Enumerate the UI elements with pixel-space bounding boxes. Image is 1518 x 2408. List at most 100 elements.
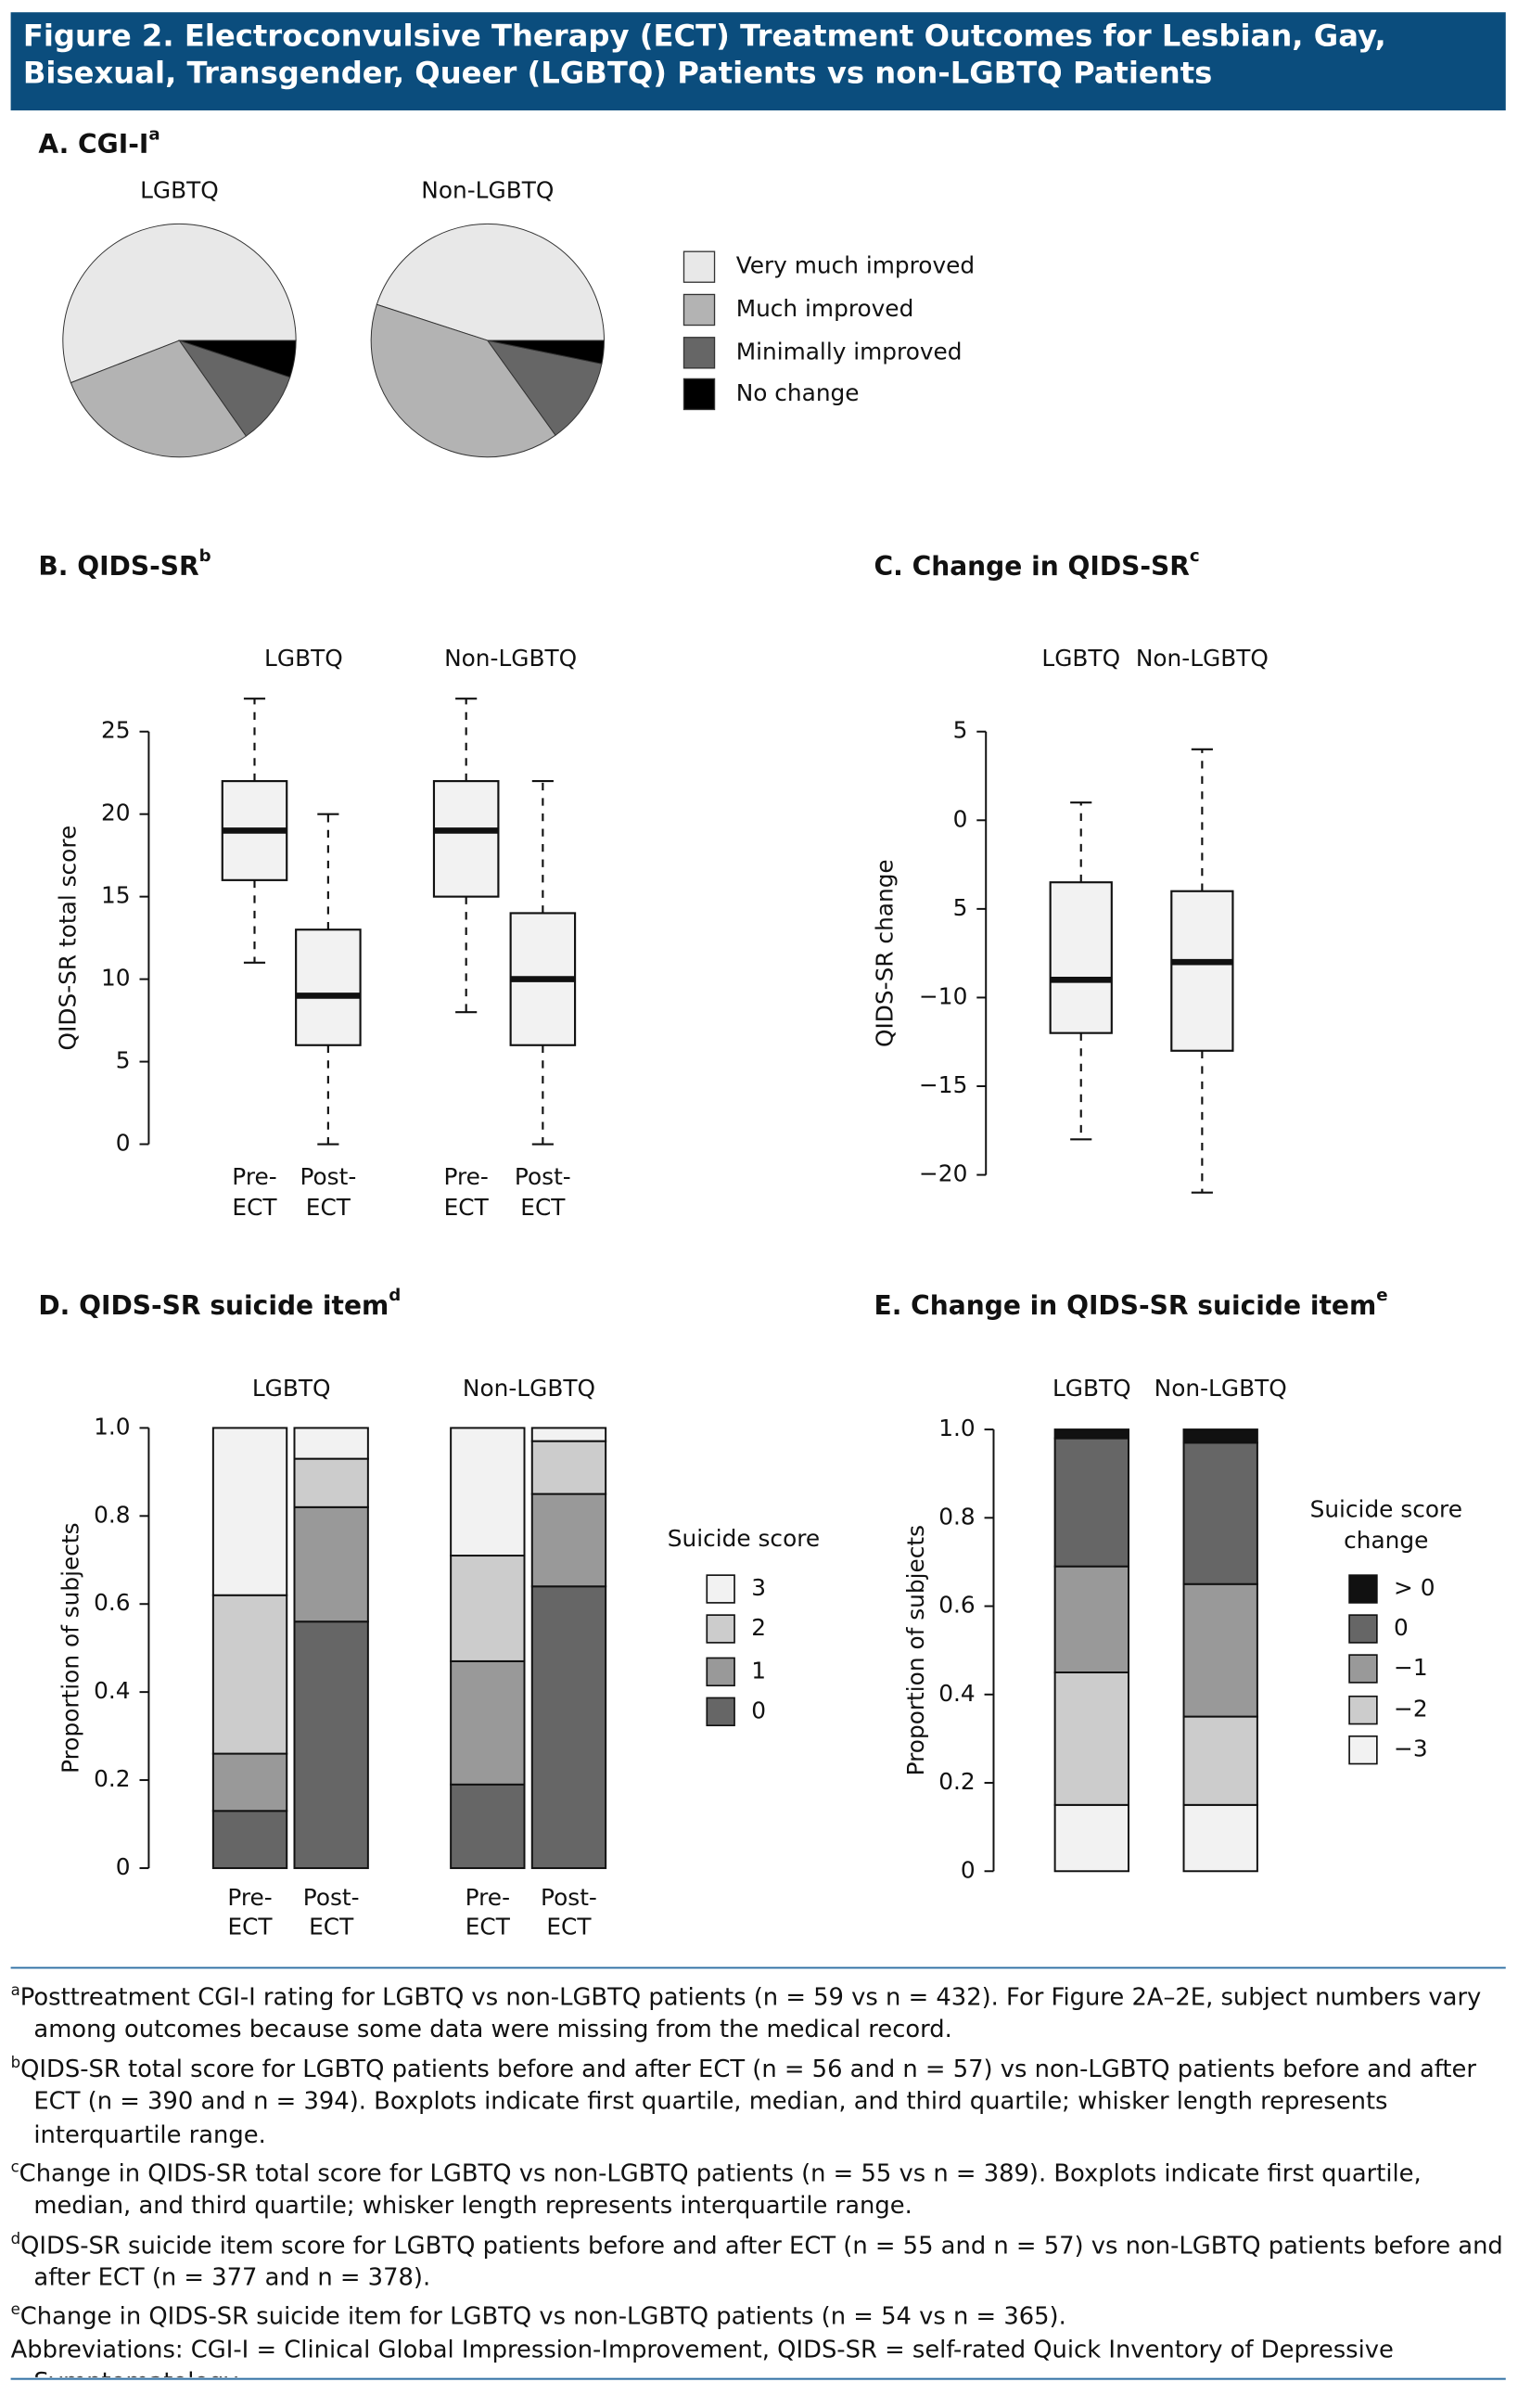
- x-tick-label: ECT: [444, 1194, 490, 1221]
- chart-title: A. CGI-Ia: [38, 125, 159, 160]
- footnote-text: Posttreatment CGI-I rating for LGBTQ vs …: [19, 1983, 1482, 2044]
- box: [1049, 881, 1113, 1034]
- footnote: eChange in QIDS-SR suicide item for LGBT…: [11, 2295, 1506, 2334]
- y-tick-label: 1.0: [94, 1413, 130, 1440]
- y-axis-label: QIDS-SR change: [872, 859, 899, 1047]
- bar-segment: [211, 1427, 288, 1596]
- pie-slice: [62, 223, 297, 384]
- legend-swatch: [1348, 1574, 1378, 1604]
- legend-label: −1: [1394, 1654, 1428, 1681]
- legend-title: Suicide score: [668, 1525, 820, 1552]
- bar-segment: [450, 1783, 526, 1869]
- figure-title: Figure 2. Electroconvulsive Therapy (ECT…: [22, 18, 1386, 91]
- chart-title-note: d: [389, 1286, 401, 1305]
- x-tick-label: ECT: [466, 1913, 511, 1940]
- box: [1170, 890, 1234, 1052]
- group-label: LGBTQ: [252, 1375, 331, 1402]
- pie-slice: [178, 339, 291, 437]
- legend-label: Very much improved: [736, 252, 975, 279]
- y-tick-label: 0: [116, 1130, 131, 1157]
- y-tick-label: 15: [101, 882, 131, 909]
- legend-label: 1: [751, 1657, 766, 1684]
- y-tick-label: 0: [116, 1853, 131, 1880]
- bar-segment: [1182, 1428, 1258, 1444]
- x-tick-label: ECT: [306, 1194, 351, 1221]
- group-label: Non-LGBTQ: [444, 645, 577, 672]
- y-tick-label: −20: [919, 1160, 967, 1187]
- chart-title: C. Change in QIDS-SRc: [874, 546, 1200, 582]
- y-tick-label: 0.6: [938, 1592, 975, 1619]
- legend-swatch: [1348, 1695, 1378, 1725]
- chart-title: B. QIDS-SRb: [38, 546, 210, 582]
- y-tick-label: 0.2: [938, 1768, 975, 1795]
- legend-title: Suicide score: [1310, 1496, 1462, 1523]
- chart-title-text: B. QIDS-SR: [38, 551, 199, 582]
- pie-label: LGBTQ: [140, 177, 219, 204]
- footnote: dQIDS-SR suicide item score for LGBTQ pa…: [11, 2223, 1506, 2295]
- pie-slice: [370, 303, 556, 458]
- x-tick-label: Post-: [515, 1163, 571, 1190]
- y-tick-label: −10: [919, 982, 967, 1009]
- category-label: LGBTQ: [1052, 1375, 1131, 1402]
- y-tick-label: 0.6: [94, 1589, 130, 1616]
- footnote-text: Abbreviations: CGI-I = Clinical Global I…: [10, 2336, 1394, 2377]
- chart-title-note: a: [148, 125, 159, 145]
- x-tick-label: Post-: [541, 1884, 597, 1911]
- bar-segment: [293, 1457, 369, 1508]
- bar-segment: [1053, 1428, 1129, 1440]
- footnote: bQIDS-SR total score for LGBTQ patients …: [11, 2047, 1506, 2152]
- bar-segment: [293, 1427, 369, 1460]
- box: [432, 780, 500, 898]
- chart-title-note: c: [1190, 546, 1200, 566]
- bar-segment: [211, 1752, 288, 1812]
- bar-segment: [450, 1555, 526, 1662]
- chart-title: E. Change in QIDS-SR suicide iteme: [874, 1286, 1388, 1321]
- group-label: LGBTQ: [264, 645, 343, 672]
- chart-title: D. QIDS-SR suicide itemd: [38, 1286, 401, 1321]
- bar-segment: [450, 1427, 526, 1557]
- legend-label: No change: [736, 379, 860, 406]
- legend-swatch: [1348, 1735, 1378, 1765]
- x-tick-label: ECT: [232, 1194, 277, 1221]
- bar-segment: [1053, 1671, 1129, 1806]
- legend-label: 3: [751, 1574, 766, 1601]
- pie-slice: [486, 339, 603, 436]
- legend-label: 0: [751, 1697, 766, 1723]
- y-axis-label: Proportion of subjects: [57, 1522, 84, 1773]
- legend-label: −2: [1394, 1696, 1428, 1723]
- bar-segment: [530, 1492, 607, 1588]
- legend-swatch: [682, 293, 716, 327]
- group-label: Non-LGBTQ: [1136, 645, 1269, 672]
- category-label: Non-LGBTQ: [1154, 1375, 1287, 1402]
- legend-swatch: [682, 337, 716, 369]
- x-tick-label: ECT: [546, 1913, 592, 1940]
- chart-title-note: e: [1376, 1286, 1387, 1305]
- bar-segment: [1053, 1437, 1129, 1568]
- bar-segment: [1182, 1441, 1258, 1585]
- bar-segment: [1182, 1582, 1258, 1718]
- bar-segment: [211, 1810, 288, 1869]
- legend-label: 0: [1394, 1614, 1409, 1641]
- x-tick-label: ECT: [309, 1913, 354, 1940]
- legend-swatch: [706, 1657, 735, 1687]
- bar-segment: [1182, 1715, 1258, 1806]
- y-tick-label: 0: [953, 805, 968, 832]
- footnote-marker: c: [10, 2158, 19, 2177]
- footnote-marker: d: [10, 2231, 21, 2248]
- y-tick-label: 5: [953, 717, 968, 744]
- bar-segment: [1053, 1803, 1129, 1873]
- bar-segment: [530, 1427, 607, 1442]
- x-tick-label: Pre-: [232, 1163, 276, 1190]
- legend-swatch: [682, 250, 716, 283]
- legend-swatch: [1348, 1614, 1378, 1644]
- footnote-marker: b: [10, 2055, 21, 2072]
- bar-segment: [293, 1620, 369, 1869]
- chart-title-text: D. QIDS-SR suicide item: [38, 1290, 389, 1321]
- legend-swatch: [1348, 1654, 1378, 1684]
- y-tick-label: 0.8: [938, 1503, 975, 1530]
- x-tick-label: Pre-: [227, 1884, 272, 1911]
- pie-slice: [487, 339, 605, 365]
- y-tick-label: −15: [919, 1071, 967, 1098]
- x-tick-label: Pre-: [443, 1163, 488, 1190]
